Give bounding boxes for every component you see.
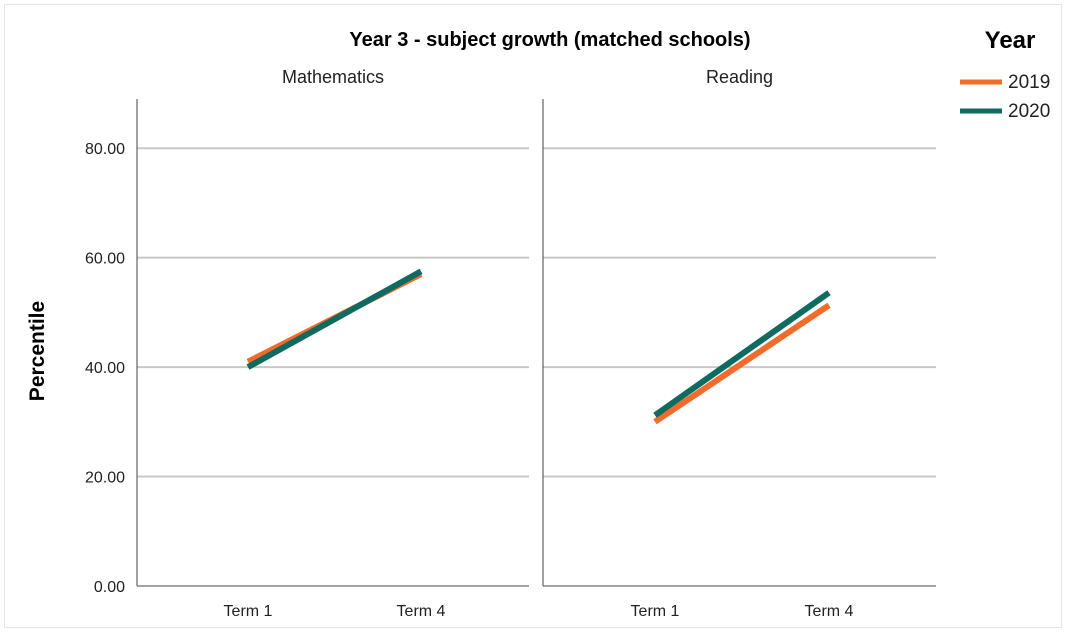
y-tick-label: 0.00 [94,579,125,596]
reading-panel-label: Reading [706,67,773,87]
mathematics-x-tick-label: Term 1 [224,603,273,620]
mathematics-panel-label: Mathematics [282,67,384,87]
reading-series-2019 [653,302,831,425]
chart-title: Year 3 - subject growth (matched schools… [349,29,750,51]
y-tick-label: 80.00 [85,141,125,158]
y-tick-label: 20.00 [85,470,125,487]
legend-title: Year [985,27,1036,54]
mathematics-series-2020 [246,268,423,370]
reading-x-tick-label: Term 1 [631,603,680,620]
y-tick-label: 60.00 [85,251,125,268]
reading-x-tick-label: Term 4 [805,603,854,620]
mathematics-x-tick-label: Term 4 [397,603,446,620]
y-tick-label: 40.00 [85,360,125,377]
panels: Mathematics Term 1 Term 4 Reading Term 1 Term… [85,67,936,620]
reading-series-2020 [653,290,831,418]
legend-label-2020: 2020 [1008,101,1050,122]
legend: Year 2019 2020 [960,27,1050,122]
y-axis-label: Percentile [26,301,49,401]
chart-frame [4,4,1062,628]
legend-label-2019: 2019 [1008,72,1050,93]
